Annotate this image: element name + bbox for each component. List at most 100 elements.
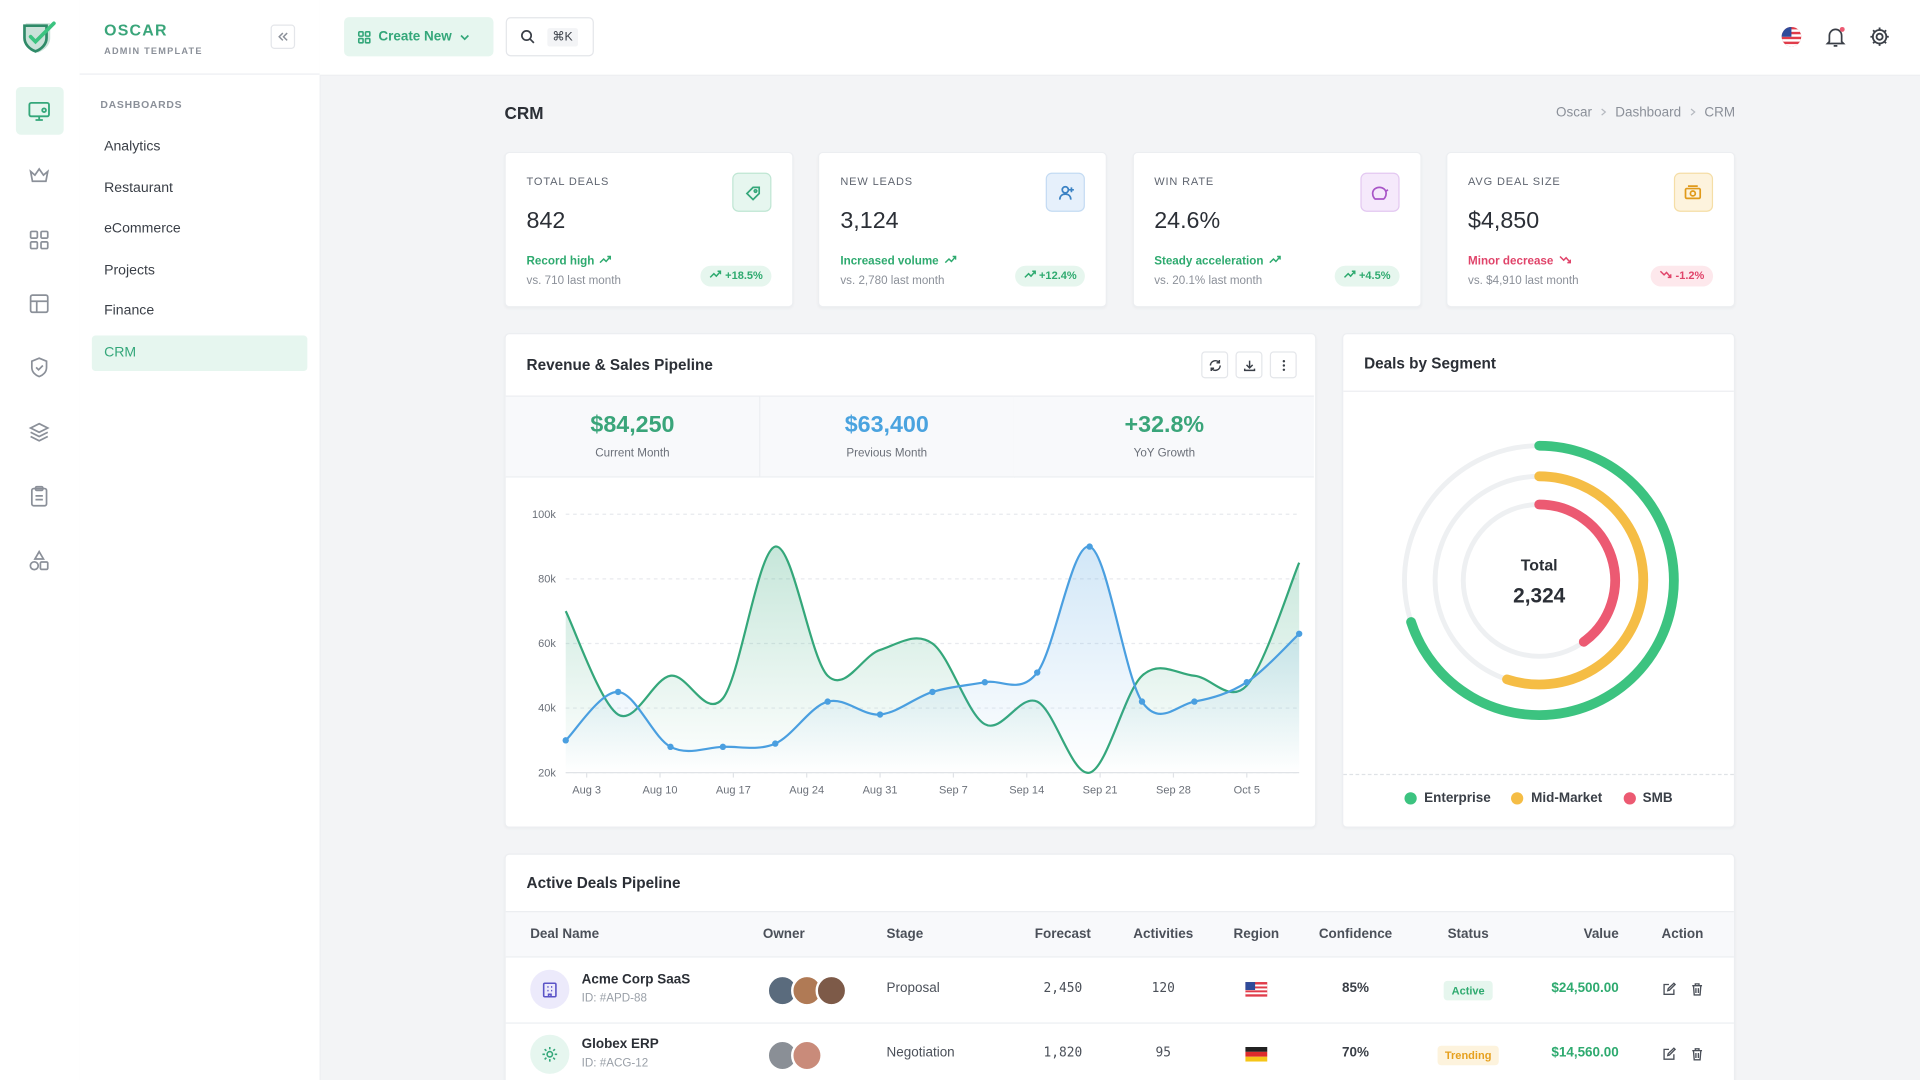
stat-card: WIN RATE 24.6% Steady acceleration vs. 20.1… (1132, 151, 1422, 308)
stage: Negotiation (886, 1045, 955, 1061)
confidence: 85% (1342, 980, 1369, 996)
breadcrumb-item[interactable]: Oscar (1556, 105, 1592, 121)
table-row (505, 958, 1734, 1024)
stat-card: AVG DEAL SIZE $4,850 Minor decrease vs. $4,… (1445, 151, 1735, 308)
breadcrumb-sep (1688, 105, 1697, 120)
edit-button[interactable] (1662, 1046, 1677, 1068)
y-tick-label: 40k (538, 703, 556, 715)
rail-icon-layers[interactable] (27, 420, 51, 444)
stat-label: AVG DEAL SIZE (1468, 175, 1561, 188)
search-button[interactable]: ⌘K (505, 17, 594, 57)
data-point (614, 688, 622, 696)
stat-compare: vs. 20.1% last month (1154, 274, 1263, 288)
data-point (876, 711, 884, 718)
data-point (1138, 698, 1146, 705)
owner-avatar (791, 1039, 823, 1072)
trend-icon (944, 255, 956, 268)
stat-note: Minor decrease (1468, 255, 1571, 268)
trend-icon (709, 266, 722, 287)
series-area (565, 546, 1300, 773)
x-tick-label: Sep 14 (1009, 784, 1044, 796)
stat-note-text: Increased volume (840, 254, 939, 269)
more-button[interactable] (1269, 351, 1297, 379)
series-line (564, 545, 1301, 774)
segment-card: Deals by Segment Total 2,324 Enterprise Mi… (1342, 333, 1736, 828)
collapse-button[interactable] (270, 24, 296, 49)
summary-item: +32.8% YoY Growth (1014, 395, 1315, 478)
nav-item[interactable]: Restaurant (104, 180, 173, 196)
data-point (981, 679, 989, 686)
deal-name[interactable]: Acme Corp SaaS (581, 972, 691, 987)
nav-item[interactable]: Analytics (104, 139, 161, 155)
settings[interactable] (1869, 26, 1891, 48)
nav-item[interactable]: CRM (91, 334, 308, 371)
x-tick-label: Oct 5 (1234, 784, 1260, 796)
rail-icon-crown[interactable] (27, 163, 51, 187)
create-new-button[interactable]: Create New (344, 17, 494, 57)
rail-icon-layout[interactable] (27, 291, 51, 315)
delete-button[interactable] (1690, 981, 1705, 1003)
trend-icon (1268, 255, 1281, 268)
deal-id: ID: #ACG-12 (581, 1056, 649, 1071)
language-flag[interactable] (1780, 26, 1802, 48)
download-button[interactable] (1235, 351, 1263, 379)
data-point (1086, 543, 1093, 550)
stat-change: +4.5% (1334, 265, 1400, 287)
stat-compare: vs. $4,910 last month (1468, 274, 1579, 288)
line-chart: 20k 40k 60k 80k 100k Aug 3 Aug 10 Aug 17 Aug 24 A… (532, 509, 1303, 796)
stat-value: $4,850 (1468, 208, 1540, 234)
forecast: 1,820 (1043, 1045, 1083, 1061)
rail-active[interactable] (15, 86, 64, 135)
rail-icon-clipboard[interactable] (27, 484, 51, 508)
trend-icon (1558, 255, 1571, 268)
forecast: 2,450 (1043, 980, 1083, 996)
stat-note: Steady acceleration (1154, 255, 1281, 268)
column-header: Region (1233, 926, 1280, 942)
legend-item[interactable]: Mid-Market (1511, 791, 1602, 806)
rail-icon-grid[interactable] (27, 228, 51, 252)
legend-item[interactable]: SMB (1623, 791, 1673, 806)
stat-compare: vs. 710 last month (526, 274, 621, 288)
trend-icon (1023, 266, 1036, 287)
card-title: Deals by Segment (1364, 355, 1496, 373)
revenue-card: Revenue & Sales Pipeline $84,250 Current … (504, 333, 1317, 828)
edit-button[interactable] (1662, 981, 1677, 1003)
refresh-button[interactable] (1201, 351, 1229, 379)
summary-value: $63,400 (844, 412, 929, 439)
deal-icon (530, 1034, 570, 1074)
notifications[interactable] (1824, 26, 1846, 48)
nav-item[interactable]: Finance (104, 303, 155, 319)
breadcrumb-item[interactable]: Dashboard (1615, 105, 1682, 121)
trend-icon (599, 255, 612, 268)
x-tick-label: Aug 31 (863, 784, 898, 796)
confidence: 70% (1342, 1045, 1369, 1061)
column-header: Value (1583, 926, 1619, 942)
brand-name: OSCAR (104, 20, 168, 40)
legend: Enterprise Mid-Market SMB (1343, 791, 1734, 806)
deal-name[interactable]: Globex ERP (581, 1037, 659, 1052)
ring-bar (1534, 499, 1620, 647)
legend-item[interactable]: Enterprise (1404, 791, 1491, 806)
nav-item[interactable]: eCommerce (104, 221, 181, 237)
nav-item[interactable]: Projects (104, 262, 155, 278)
region-flag (1245, 1046, 1268, 1068)
stat-icon (732, 172, 772, 212)
legend-label: Enterprise (1424, 791, 1491, 806)
trend-icon (1343, 266, 1356, 287)
divider (79, 73, 320, 75)
stat-change-text: +18.5% (725, 269, 763, 282)
rail-icon-shield[interactable] (27, 355, 51, 379)
deal-value: $14,560.00 (1551, 1045, 1619, 1061)
rail-icon-shapes[interactable] (27, 549, 51, 573)
status-cell: Active (1395, 978, 1542, 1001)
delete-button[interactable] (1690, 1046, 1705, 1068)
deal-icon (530, 969, 570, 1009)
stat-value: 3,124 (840, 208, 899, 234)
rail-icon-monitor[interactable] (27, 99, 51, 123)
deal-value: $24,500.00 (1551, 980, 1619, 996)
stat-value: 24.6% (1154, 208, 1221, 234)
stat-icon (1046, 172, 1086, 212)
